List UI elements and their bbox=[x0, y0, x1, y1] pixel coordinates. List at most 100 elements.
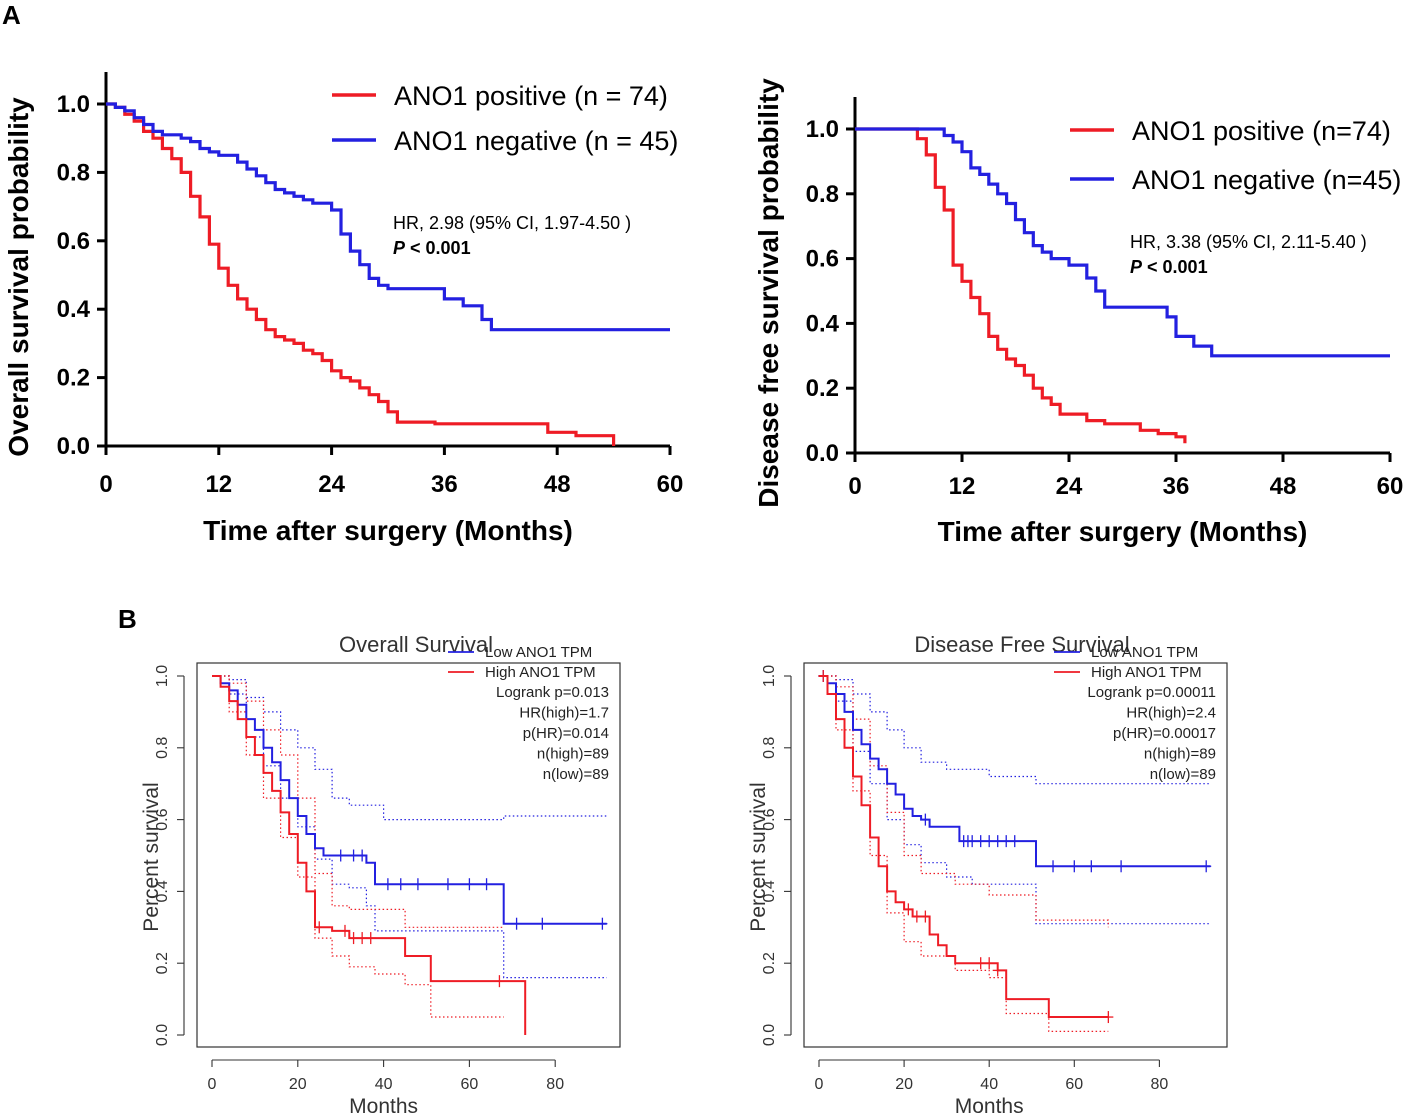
panel-a-label: A bbox=[2, 0, 21, 30]
x-tick-label: 12 bbox=[205, 471, 232, 498]
x-tick-label: 0 bbox=[815, 1076, 824, 1093]
x-tick-label: 80 bbox=[546, 1076, 564, 1093]
survival-line-low bbox=[819, 675, 1211, 868]
stats-line: HR(high)=1.7 bbox=[519, 705, 609, 722]
x-tick-label: 60 bbox=[1065, 1076, 1083, 1093]
y-tick-label: 0.2 bbox=[806, 375, 839, 402]
x-tick-label: 40 bbox=[375, 1076, 393, 1093]
stats-line: n(low)=89 bbox=[1150, 766, 1216, 783]
legend-label: Low ANO1 TPM bbox=[1091, 644, 1198, 661]
survival-line-positive bbox=[106, 102, 616, 446]
y-tick-label: 0.6 bbox=[154, 808, 171, 830]
y-tick-label: 0.0 bbox=[761, 1024, 778, 1046]
x-tick-label: 40 bbox=[980, 1076, 998, 1093]
p-label: P bbox=[393, 238, 406, 258]
confidence-interval-line bbox=[819, 675, 1109, 928]
p-value: < 0.001 bbox=[1142, 257, 1208, 277]
y-tick-label: 0.0 bbox=[57, 433, 90, 460]
stats-line: n(high)=89 bbox=[1144, 746, 1216, 763]
x-tick-label: 60 bbox=[657, 471, 684, 498]
survival-line-negative bbox=[106, 102, 670, 332]
stats-line: n(low)=89 bbox=[543, 766, 609, 783]
chart-title: Overall Survival bbox=[339, 632, 493, 657]
y-axis-label: Disease free survival probability bbox=[753, 78, 784, 508]
x-tick-label: 48 bbox=[1270, 473, 1297, 500]
y-tick-label: 0.2 bbox=[57, 365, 90, 392]
p-value-text: P < 0.001 bbox=[393, 238, 471, 258]
legend-label: High ANO1 TPM bbox=[1091, 664, 1202, 681]
y-tick-label: 0.2 bbox=[154, 952, 171, 974]
chart-title: Disease Free Survival bbox=[914, 632, 1129, 657]
y-tick-label: 0.8 bbox=[806, 181, 839, 208]
stats-line: Logrank p=0.013 bbox=[496, 684, 609, 701]
legend-label: High ANO1 TPM bbox=[485, 664, 596, 681]
chart-disease-free-survival-b: Disease Free Survival 0 20 40 60 80 0.0 0.2 0.4 0… bbox=[747, 632, 1228, 1118]
x-tick-label: 60 bbox=[1377, 473, 1404, 500]
survival-line-positive bbox=[855, 127, 1187, 444]
y-tick-label: 0.4 bbox=[154, 880, 171, 902]
x-tick-label: 36 bbox=[1163, 473, 1190, 500]
x-tick-label: 20 bbox=[289, 1076, 307, 1093]
chart-overall-survival-a: 0 12 24 36 48 60 0.0 0.2 0.4 0.6 0.8 1.0 Time after … bbox=[3, 72, 683, 546]
stats-line: HR(high)=2.4 bbox=[1126, 705, 1216, 722]
survival-line-high bbox=[212, 675, 527, 1035]
y-tick-label: 0.8 bbox=[761, 737, 778, 759]
y-tick-label: 0.0 bbox=[154, 1024, 171, 1046]
y-tick-label: 1.0 bbox=[761, 665, 778, 687]
x-tick-label: 60 bbox=[461, 1076, 479, 1093]
x-tick-label: 80 bbox=[1151, 1076, 1169, 1093]
x-tick-label: 24 bbox=[1056, 473, 1083, 500]
y-tick-label: 0.4 bbox=[57, 296, 91, 323]
y-tick-label: 0.6 bbox=[57, 228, 90, 255]
y-tick-label: 0.8 bbox=[154, 737, 171, 759]
x-tick-label: 20 bbox=[895, 1076, 913, 1093]
y-tick-label: 0.2 bbox=[761, 952, 778, 974]
legend-label: ANO1 negative (n=45) bbox=[1132, 165, 1401, 195]
y-tick-label: 0.6 bbox=[806, 246, 839, 273]
x-tick-label: 36 bbox=[431, 471, 458, 498]
x-axis-label: Months bbox=[955, 1095, 1024, 1118]
panel-b-label: B bbox=[118, 604, 137, 634]
stats-line: n(high)=89 bbox=[537, 746, 609, 763]
plot-frame bbox=[196, 662, 621, 1048]
y-tick-label: 0.0 bbox=[806, 440, 839, 467]
x-axis-label: Months bbox=[349, 1095, 418, 1118]
x-tick-label: 0 bbox=[99, 471, 112, 498]
y-tick-label: 0.4 bbox=[761, 880, 778, 902]
x-axis-label: Time after surgery (Months) bbox=[938, 516, 1308, 547]
x-tick-label: 48 bbox=[544, 471, 571, 498]
confidence-interval-line bbox=[212, 675, 504, 1018]
x-tick-label: 24 bbox=[318, 471, 345, 498]
y-axis-label: Percent survival bbox=[140, 782, 163, 931]
confidence-interval-line bbox=[819, 675, 1211, 785]
plot-frame bbox=[803, 662, 1228, 1048]
legend-label: ANO1 positive (n=74) bbox=[1132, 116, 1391, 146]
y-tick-label: 0.8 bbox=[57, 159, 90, 186]
hr-text: HR, 2.98 (95% CI, 1.97-4.50 ) bbox=[393, 213, 631, 233]
y-axis-label: Percent survival bbox=[747, 782, 770, 931]
x-tick-label: 0 bbox=[848, 473, 861, 500]
legend-label: ANO1 negative (n = 45) bbox=[394, 126, 678, 156]
x-axis-label: Time after surgery (Months) bbox=[203, 515, 573, 546]
survival-line-negative bbox=[855, 127, 1390, 358]
y-tick-label: 1.0 bbox=[57, 91, 90, 118]
x-tick-label: 0 bbox=[208, 1076, 217, 1093]
stats-line: p(HR)=0.00017 bbox=[1113, 725, 1216, 742]
chart-disease-free-survival-a: 0 12 24 36 48 60 0.0 0.2 0.4 0.6 0.8 1.0 Time after … bbox=[753, 78, 1403, 547]
stats-line: Logrank p=0.00011 bbox=[1087, 684, 1216, 701]
p-value-text: P < 0.001 bbox=[1130, 257, 1208, 277]
stats-line: p(HR)=0.014 bbox=[523, 725, 609, 742]
p-label: P bbox=[1130, 257, 1143, 277]
chart-overall-survival-b: Overall Survival 0 20 40 60 80 0.0 0.2 0.4 0.6 0.8… bbox=[140, 632, 621, 1118]
y-tick-label: 0.4 bbox=[806, 310, 840, 337]
legend-label: Low ANO1 TPM bbox=[485, 644, 592, 661]
y-axis-label: Overall survival probability bbox=[3, 97, 34, 457]
y-tick-label: 1.0 bbox=[154, 665, 171, 687]
legend-label: ANO1 positive (n = 74) bbox=[394, 81, 668, 111]
confidence-interval-line bbox=[212, 675, 504, 928]
hr-text: HR, 3.38 (95% CI, 2.11-5.40 ) bbox=[1130, 232, 1367, 252]
y-tick-label: 1.0 bbox=[806, 116, 839, 143]
p-value: < 0.001 bbox=[405, 238, 471, 258]
y-tick-label: 0.6 bbox=[761, 808, 778, 830]
